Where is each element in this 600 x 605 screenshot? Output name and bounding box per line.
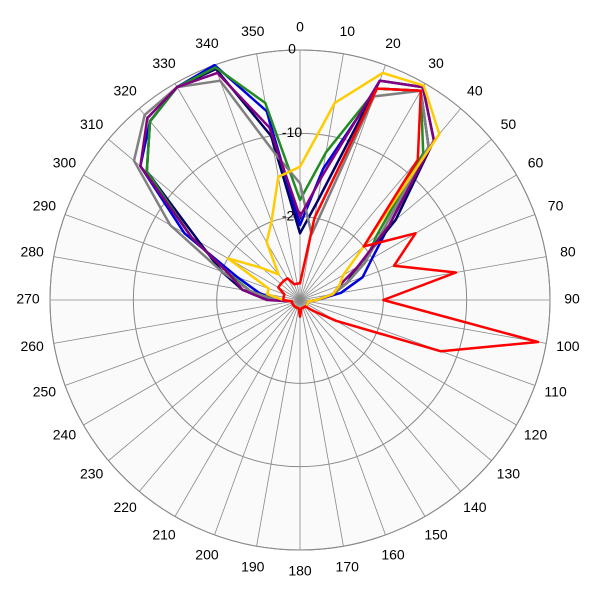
angle-label: 20	[385, 35, 401, 51]
spoke	[299, 299, 344, 547]
angle-label: 260	[20, 338, 44, 354]
angle-label: 50	[501, 116, 517, 132]
angle-label: 240	[53, 427, 77, 443]
spoke	[138, 108, 301, 301]
angle-label: 150	[424, 526, 448, 542]
angle-label: 40	[467, 82, 483, 98]
spoke	[174, 83, 301, 301]
angle-label: 10	[339, 23, 355, 39]
pattern-line	[226, 71, 441, 310]
spoke	[299, 299, 426, 517]
angle-label: 300	[53, 155, 77, 171]
spoke	[174, 299, 301, 517]
angle-label: 0	[296, 19, 304, 35]
spoke	[108, 299, 301, 462]
spoke	[299, 299, 547, 344]
angle-label: 190	[241, 559, 265, 575]
r-tick-label: 0	[288, 41, 296, 57]
r-tick-label: -10	[282, 124, 302, 140]
angle-label: 80	[560, 243, 576, 259]
angle-label: 90	[564, 291, 580, 307]
angle-label: 270	[16, 291, 40, 307]
angle-label: 30	[428, 55, 444, 71]
spoke	[138, 299, 301, 492]
spoke	[83, 299, 301, 426]
angle-label: 320	[113, 82, 137, 98]
spoke	[214, 64, 301, 301]
pattern-line	[277, 87, 540, 353]
angle-label: 250	[33, 384, 57, 400]
spoke	[64, 299, 301, 386]
spoke	[299, 299, 462, 492]
spoke	[214, 299, 301, 536]
angle-label: 310	[80, 116, 104, 132]
angle-label: 140	[463, 499, 487, 515]
angle-label: 330	[152, 55, 176, 71]
angle-label: 160	[381, 546, 405, 562]
angle-label: 100	[556, 338, 580, 354]
angle-label: 340	[195, 35, 219, 51]
angle-label: 280	[20, 243, 44, 259]
angle-label: 290	[33, 198, 57, 214]
angle-label: 210	[152, 526, 176, 542]
spoke	[64, 214, 301, 301]
angle-label: 110	[544, 384, 567, 400]
angle-label: 120	[524, 427, 548, 443]
spoke	[299, 174, 517, 301]
angle-label: 220	[113, 499, 137, 515]
angle-label: 70	[548, 198, 564, 214]
angle-label: 230	[80, 466, 104, 482]
angle-label: 200	[195, 546, 219, 562]
spoke	[299, 299, 386, 536]
spoke	[299, 83, 426, 301]
spoke	[256, 299, 301, 547]
angle-label: 60	[528, 155, 544, 171]
angle-label: 130	[497, 466, 521, 482]
spoke	[53, 299, 301, 344]
angle-label: 350	[241, 23, 265, 39]
angle-label: 170	[336, 559, 360, 575]
angle-label: 180	[288, 563, 312, 579]
spoke	[299, 299, 492, 462]
spoke	[299, 299, 536, 386]
